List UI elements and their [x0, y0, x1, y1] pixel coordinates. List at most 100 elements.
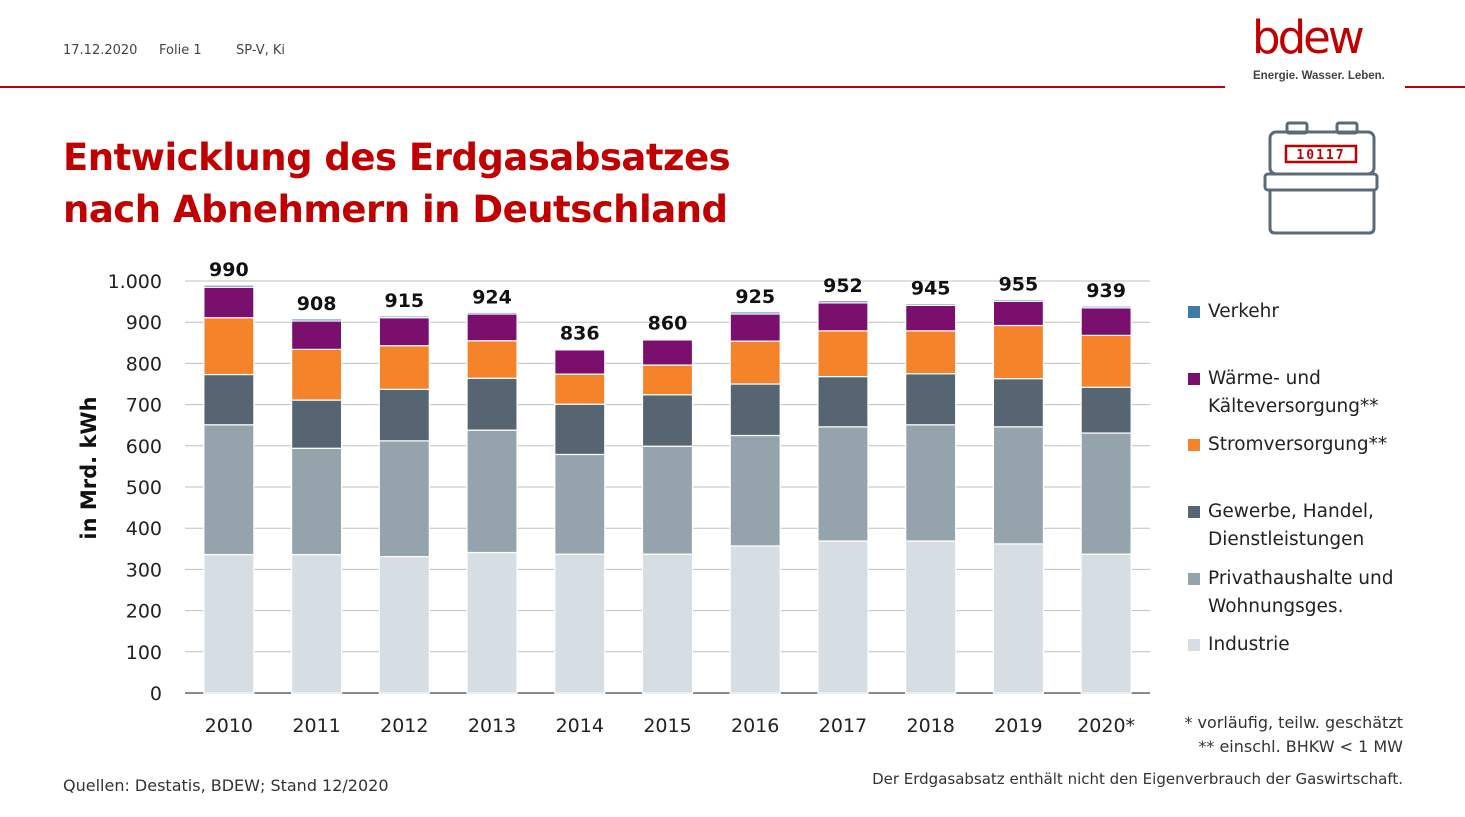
bar-gewerbe-handel-dienstleistungen-2014	[554, 403, 606, 456]
bar-verkehr-2015	[641, 338, 694, 341]
bar-industrie-2015	[641, 553, 694, 694]
header-date: 17.12.2020	[63, 43, 138, 58]
y-tick-label: 0	[150, 683, 162, 705]
bar-industrie-2013	[466, 551, 518, 694]
x-tick-label-2015: 2015	[643, 715, 691, 737]
bar-w-rme-und-k-lteversorgung-2010	[203, 286, 255, 319]
logo-word: bdew	[1252, 11, 1365, 64]
bar-gewerbe-handel-dienstleistungen-2016	[729, 383, 781, 437]
bar-industrie-2014	[554, 553, 606, 694]
bar-stromversorgung-2013	[466, 340, 518, 379]
bar-stromversorgung-2014	[554, 373, 606, 405]
page-title: Entwicklung des Erdgasabsatzes nach Abne…	[63, 132, 963, 236]
bar-verkehr-2016	[729, 311, 781, 315]
total-label-2015: 860	[648, 313, 688, 335]
x-tick-label-2013: 2013	[468, 715, 516, 737]
y-tick-label: 500	[126, 477, 162, 499]
bar-verkehr-2011	[290, 318, 343, 322]
bar-verkehr-2020	[1080, 305, 1132, 309]
total-label-2019: 955	[999, 274, 1039, 296]
total-label-2017: 952	[823, 275, 863, 297]
bar-w-rme-und-k-lteversorgung-2017	[817, 302, 869, 332]
bar-w-rme-und-k-lteversorgung-2015	[641, 339, 694, 366]
bar-w-rme-und-k-lteversorgung-2011	[290, 320, 343, 350]
x-tick-label-2020: 2020*	[1077, 715, 1135, 737]
total-label-2013: 924	[472, 286, 512, 308]
bar-privathaushalte-und-wohnungsges-2020	[1080, 432, 1132, 555]
chart-y-tick-labels: 0 100 200 300 400 500 600 700 800 900 1.000	[108, 271, 162, 705]
bar-privathaushalte-und-wohnungsges-2014	[554, 453, 606, 555]
source-note: Quellen: Destatis, BDEW; Stand 12/2020	[63, 776, 389, 795]
total-label-2011: 908	[297, 293, 337, 315]
bar-stromversorgung-2018	[905, 330, 957, 375]
bar-privathaushalte-und-wohnungsges-2018	[905, 424, 957, 542]
chart-bars	[203, 284, 1132, 694]
bar-stromversorgung-2010	[203, 317, 255, 376]
x-tick-label-2010: 2010	[205, 715, 253, 737]
note-chp: ** einschl. BHKW < 1 MW	[1198, 737, 1403, 756]
y-tick-label: 200	[126, 601, 162, 623]
bar-industrie-2018	[905, 540, 957, 694]
bar-gewerbe-handel-dienstleistungen-2020	[1080, 386, 1132, 434]
legend-label: Verkehr	[1208, 301, 1279, 322]
legend-swatch	[1188, 306, 1200, 318]
bar-gewerbe-handel-dienstleistungen-2017	[817, 375, 869, 428]
logo-tagline: Energie. Wasser. Leben.	[1253, 70, 1385, 82]
bar-stromversorgung-2011	[290, 348, 343, 401]
bar-stromversorgung-2019	[992, 324, 1045, 380]
bar-industrie-2012	[378, 556, 430, 694]
bar-industrie-2020	[1080, 553, 1132, 694]
bar-privathaushalte-und-wohnungsges-2016	[729, 434, 781, 547]
legend-swatch	[1188, 439, 1200, 451]
bar-privathaushalte-und-wohnungsges-2010	[203, 424, 255, 556]
bar-industrie-2017	[817, 540, 869, 694]
legend-label: Stromversorgung**	[1208, 434, 1388, 455]
x-tick-label-2018: 2018	[907, 715, 955, 737]
bar-verkehr-2012	[378, 315, 430, 319]
bar-industrie-2016	[729, 545, 781, 694]
chart-total-labels: 990 908 915 924 836 860 925 952 945 955 939	[209, 259, 1126, 344]
bar-gewerbe-handel-dienstleistungen-2013	[466, 377, 518, 431]
bar-verkehr-2014	[554, 347, 606, 351]
bar-w-rme-und-k-lteversorgung-2012	[378, 317, 430, 347]
bar-privathaushalte-und-wohnungsges-2013	[466, 429, 518, 554]
legend-label: Gewerbe, Handel, Dienstleistungen	[1208, 501, 1374, 550]
gas-meter-icon: 10117	[1263, 121, 1379, 235]
bar-w-rme-und-k-lteversorgung-2013	[466, 313, 518, 342]
y-tick-label: 400	[126, 518, 162, 540]
bar-w-rme-und-k-lteversorgung-2016	[729, 313, 781, 342]
bar-stromversorgung-2012	[378, 345, 430, 390]
y-tick-label: 300	[126, 559, 162, 581]
total-label-2014: 836	[560, 323, 600, 345]
bar-gewerbe-handel-dienstleistungen-2018	[905, 373, 957, 426]
bar-privathaushalte-und-wohnungsges-2011	[290, 447, 343, 556]
bar-stromversorgung-2017	[817, 330, 869, 378]
bar-industrie-2011	[290, 553, 343, 694]
bar-stromversorgung-2016	[729, 340, 781, 385]
bar-w-rme-und-k-lteversorgung-2019	[992, 300, 1045, 327]
bar-privathaushalte-und-wohnungsges-2019	[992, 426, 1045, 545]
total-label-2012: 915	[384, 290, 424, 312]
bar-stromversorgung-2020	[1080, 334, 1132, 388]
y-tick-label: 1.000	[108, 271, 162, 293]
total-label-2010: 990	[209, 259, 249, 281]
bdew-logo: bdew Energie. Wasser. Leben.	[1252, 11, 1402, 86]
bar-privathaushalte-und-wohnungsges-2012	[378, 440, 430, 558]
bar-w-rme-und-k-lteversorgung-2018	[905, 304, 957, 332]
legend-label: Wärme- und Kälteversorgung**	[1208, 368, 1379, 417]
y-tick-label: 100	[126, 642, 162, 664]
bar-verkehr-2010	[203, 284, 255, 288]
bar-verkehr-2018	[905, 303, 957, 306]
bar-industrie-2010	[203, 553, 255, 694]
note-preliminary: * vorläufig, teilw. geschätzt	[1184, 713, 1403, 732]
legend-swatch	[1188, 506, 1200, 518]
total-label-2018: 945	[911, 278, 951, 300]
x-tick-label-2017: 2017	[819, 715, 867, 737]
legend-swatch	[1188, 573, 1200, 585]
legend-label: Privathaushalte und Wohnungsges.	[1208, 568, 1394, 617]
y-tick-label: 800	[126, 353, 162, 375]
bar-gewerbe-handel-dienstleistungen-2011	[290, 399, 343, 449]
total-label-2020: 939	[1086, 280, 1126, 302]
y-axis-label: in Mrd. kWh	[77, 396, 101, 539]
